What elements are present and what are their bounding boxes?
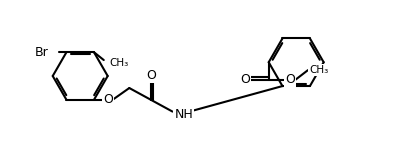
Text: O: O (146, 69, 156, 82)
Text: NH: NH (174, 108, 193, 121)
Text: CH₃: CH₃ (110, 58, 129, 68)
Text: CH₃: CH₃ (309, 65, 328, 75)
Text: O: O (285, 73, 295, 86)
Text: O: O (240, 73, 250, 86)
Text: O: O (103, 93, 113, 106)
Text: Br: Br (35, 46, 49, 59)
